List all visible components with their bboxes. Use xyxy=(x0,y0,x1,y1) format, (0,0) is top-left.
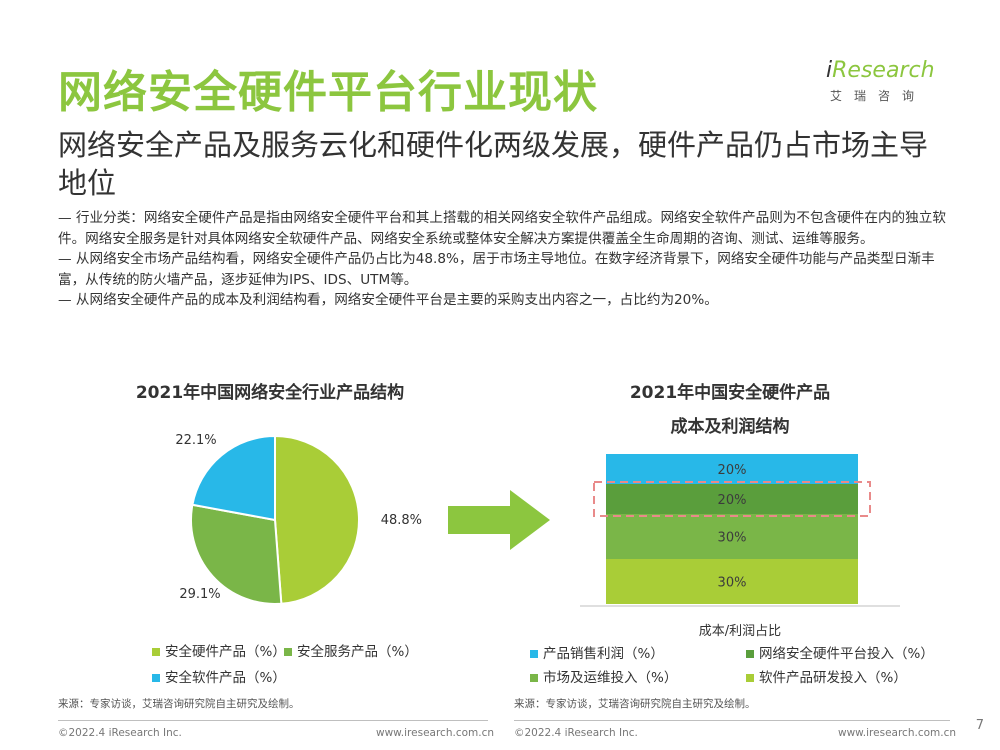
legend-swatch xyxy=(152,674,160,682)
legend-swatch xyxy=(284,648,292,656)
logo-brand: iResearch xyxy=(826,58,935,83)
arrow-right-icon xyxy=(448,490,550,550)
stacked-bar-chart: 30% 30% 20% 20% xyxy=(580,454,900,607)
pie-chart: 48.8% 29.1% 22.1% xyxy=(175,433,422,605)
legend-swatch xyxy=(746,650,754,658)
bar-segment xyxy=(606,559,858,604)
bullet-item: — 从网络安全硬件产品的成本及利润结构看，网络安全硬件平台是主要的采购支出内容之… xyxy=(58,292,718,308)
pie-legend-item: 安全服务产品（%） xyxy=(284,640,418,660)
bar-segment xyxy=(606,454,858,484)
bullet-list: — 行业分类：网络安全硬件产品是指由网络安全硬件平台和其上搭载的相关网络安全软件… xyxy=(58,208,958,311)
legend-swatch xyxy=(746,674,754,682)
footer-divider xyxy=(58,720,488,721)
bullet-item: — 行业分类：网络安全硬件产品是指由网络安全硬件平台和其上搭载的相关网络安全软件… xyxy=(58,210,946,247)
pie-slice xyxy=(191,434,276,522)
footer-divider xyxy=(514,720,950,721)
bar-data-label: 30% xyxy=(718,576,747,591)
bar-segment xyxy=(606,514,858,559)
footer-copyright: ©2022.4 iResearch Inc. xyxy=(58,727,182,739)
bar-legend-item: 产品销售利润（%） xyxy=(530,642,664,662)
bar-data-label: 20% xyxy=(718,463,747,478)
bar-legend-item: 网络安全硬件平台投入（%） xyxy=(746,642,934,662)
source-note: 来源：专家访谈，艾瑞咨询研究院自主研究及绘制。 xyxy=(514,698,756,710)
bar-legend-item: 软件产品研发投入（%） xyxy=(746,666,907,686)
pie-legend-item: 安全软件产品（%） xyxy=(152,666,286,686)
pie-slice xyxy=(190,503,283,605)
bar-data-label: 20% xyxy=(718,493,747,508)
page-title: 网络安全硬件平台行业现状 xyxy=(58,67,598,118)
legend-swatch xyxy=(530,674,538,682)
page-number: 7 xyxy=(975,718,984,733)
bar-segment xyxy=(606,484,858,514)
footer-url: www.iresearch.com.cn xyxy=(838,727,957,739)
pie-data-label: 22.1% xyxy=(175,433,216,448)
footer-url: www.iresearch.com.cn xyxy=(376,727,495,739)
legend-swatch xyxy=(530,650,538,658)
pie-data-label: 48.8% xyxy=(381,513,422,528)
highlight-box xyxy=(593,481,871,517)
pie-data-label: 29.1% xyxy=(179,587,220,602)
logo-subtitle: 艾瑞咨询 xyxy=(830,89,927,103)
bar-data-label: 30% xyxy=(718,531,747,546)
footer-copyright: ©2022.4 iResearch Inc. xyxy=(514,727,638,739)
iresearch-logo: iResearch 艾瑞咨询 xyxy=(826,58,946,118)
page-subtitle: 网络安全产品及服务云化和硬件化两级发展，硬件产品仍占市场主导地位 xyxy=(58,128,929,200)
bar-legend-item: 市场及运维投入（%） xyxy=(530,666,677,686)
pie-legend-item: 安全硬件产品（%） xyxy=(152,640,286,660)
legend-swatch xyxy=(152,648,160,656)
pie-chart-title: 2021年中国网络安全行业产品结构 xyxy=(135,383,405,403)
bar-chart-title: 2021年中国安全硬件产品 xyxy=(629,383,831,403)
bullet-item: — 从网络安全市场产品结构看，网络安全硬件产品仍占比为48.8%，居于市场主导地… xyxy=(58,251,935,288)
bar-chart-title-line2: 成本及利润结构 xyxy=(670,417,790,437)
bar-x-label: 成本/利润占比 xyxy=(698,624,782,639)
pie-slice xyxy=(274,434,360,605)
source-note: 来源：专家访谈，艾瑞咨询研究院自主研究及绘制。 xyxy=(58,698,300,710)
